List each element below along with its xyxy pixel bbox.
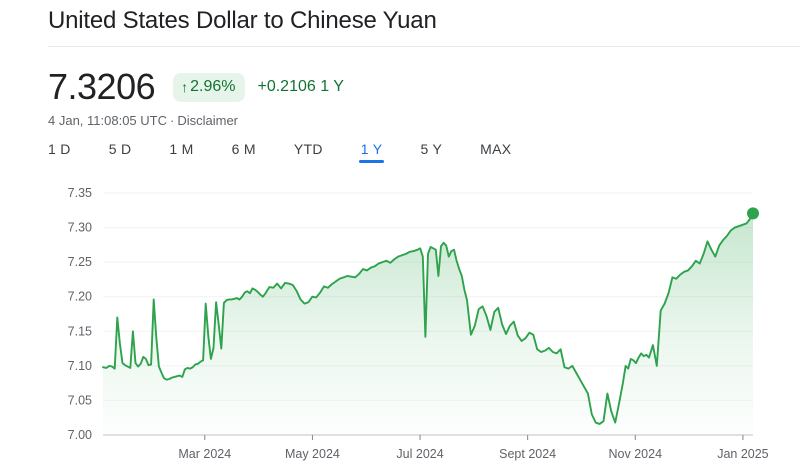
svg-text:7.20: 7.20 <box>68 290 92 304</box>
change-percent-value: 2.96% <box>190 77 236 95</box>
tab-5d[interactable]: 5 D <box>108 141 132 157</box>
change-period-label: 1 Y <box>320 78 344 95</box>
svg-text:7.05: 7.05 <box>68 393 92 407</box>
svg-text:Sept 2024: Sept 2024 <box>499 447 556 461</box>
chart-area-fill <box>103 213 753 435</box>
header-divider <box>48 46 800 47</box>
quote-summary: 7.3206 ↑ 2.96% +0.2106 1 Y <box>48 66 344 108</box>
price-chart[interactable]: 7.35 7.30 7.25 7.20 7.15 7.10 7.05 7.00 Mar 202… <box>0 180 800 470</box>
tab-max[interactable]: MAX <box>480 141 512 157</box>
change-percent-badge: ↑ 2.96% <box>173 72 246 102</box>
chart-y-axis-labels: 7.35 7.30 7.25 7.20 7.15 7.10 7.05 7.00 <box>68 186 92 442</box>
svg-text:Nov 2024: Nov 2024 <box>609 447 663 461</box>
current-price: 7.3206 <box>48 66 156 107</box>
chart-line <box>102 212 754 425</box>
range-tabs: 1 D 5 D 1 M 6 M YTD 1 Y 5 Y MAX <box>48 138 511 165</box>
svg-text:7.00: 7.00 <box>68 428 92 442</box>
change-absolute-number: +0.2106 <box>257 78 316 95</box>
change-absolute-value: +0.2106 1 Y <box>257 77 343 97</box>
last-price-marker <box>747 207 759 220</box>
svg-text:7.15: 7.15 <box>68 324 92 338</box>
chart-x-ticks <box>204 435 744 440</box>
quote-timestamp-row: 4 Jan, 11:08:05 UTC · Disclaimer <box>48 112 238 130</box>
svg-text:Jan 2025: Jan 2025 <box>717 447 768 461</box>
tab-6m[interactable]: 6 M <box>231 141 256 157</box>
tab-1m[interactable]: 1 M <box>169 141 194 157</box>
quote-timestamp: 4 Jan, 11:08:05 UTC <box>48 113 167 128</box>
page-title: United States Dollar to Chinese Yuan <box>48 7 437 34</box>
arrow-up-icon: ↑ <box>181 78 189 95</box>
svg-text:Jul 2024: Jul 2024 <box>396 447 443 461</box>
disclaimer-link[interactable]: Disclaimer <box>177 113 239 128</box>
svg-text:Mar 2024: Mar 2024 <box>178 447 231 461</box>
svg-text:May 2024: May 2024 <box>285 447 340 461</box>
svg-text:7.25: 7.25 <box>68 255 92 269</box>
svg-text:7.10: 7.10 <box>68 359 92 373</box>
tab-5y[interactable]: 5 Y <box>420 141 443 157</box>
tab-1y[interactable]: 1 Y <box>358 138 385 165</box>
timestamp-separator: · <box>170 113 175 128</box>
svg-text:7.30: 7.30 <box>68 221 92 235</box>
chart-x-axis-labels: Mar 2024 May 2024 Jul 2024 Sept 2024 Nov 202… <box>178 447 768 461</box>
price-chart-svg[interactable]: 7.35 7.30 7.25 7.20 7.15 7.10 7.05 7.00 Mar 202… <box>0 180 800 470</box>
tab-1d[interactable]: 1 D <box>48 141 71 157</box>
tab-ytd[interactable]: YTD <box>293 141 323 157</box>
svg-text:7.35: 7.35 <box>68 186 92 200</box>
